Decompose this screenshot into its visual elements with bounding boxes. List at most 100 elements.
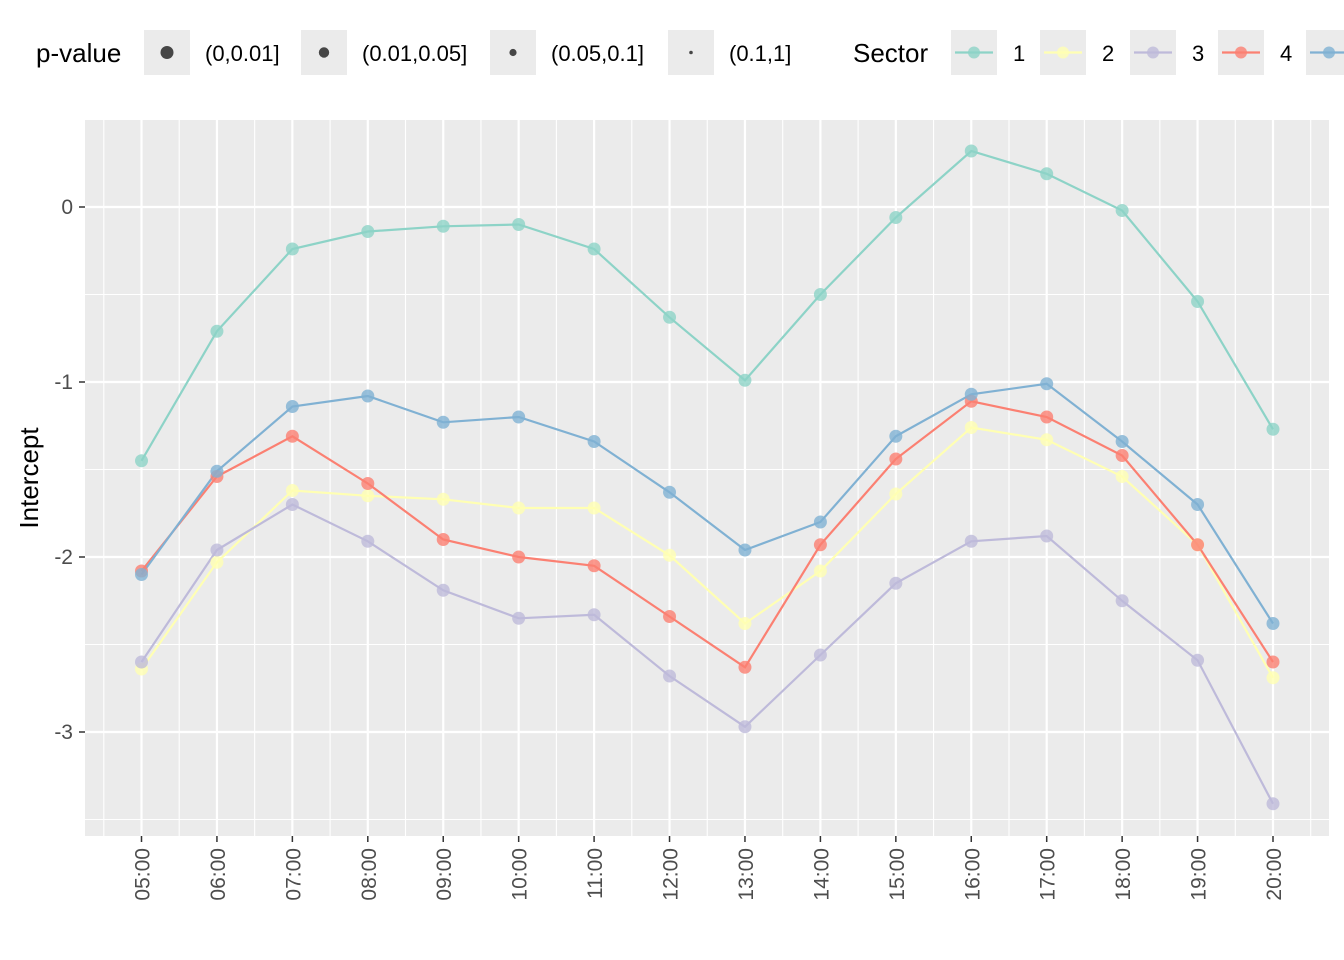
- series-2-point: [285, 484, 299, 497]
- sector-legend-label: 3: [1192, 41, 1204, 66]
- x-tick-label: 13:00: [735, 848, 758, 901]
- series-5-point: [1040, 377, 1054, 391]
- series-3-point: [512, 611, 526, 625]
- series-1-point: [587, 242, 601, 256]
- series-5-point: [964, 387, 978, 401]
- x-tick-label: 08:00: [358, 848, 381, 901]
- series-1-point: [1040, 167, 1054, 181]
- series-3-point: [663, 669, 677, 683]
- sector-legend-dot: [1323, 46, 1335, 59]
- x-tick-label: 18:00: [1112, 848, 1135, 901]
- series-2-point: [512, 501, 526, 515]
- series-5-line: [140, 382, 1274, 625]
- series-5-point: [210, 464, 224, 478]
- series-1-point: [436, 219, 450, 233]
- series-3-point: [436, 583, 450, 597]
- series-2-point: [1115, 470, 1129, 483]
- series-1-point: [361, 225, 375, 238]
- series-2-point: [210, 555, 224, 569]
- y-tick-label: -2: [54, 546, 73, 569]
- series-3-point: [361, 534, 375, 548]
- series-3-point: [210, 543, 224, 557]
- x-tick-label: 14:00: [810, 848, 833, 901]
- series-1-point: [889, 211, 903, 224]
- series-4-point: [436, 533, 450, 546]
- series-1-point: [285, 242, 299, 256]
- x-tick-label: 19:00: [1188, 848, 1211, 901]
- series-5-point: [663, 485, 677, 499]
- pvalue-legend-dot: [318, 47, 330, 58]
- series-5-point: [889, 429, 903, 443]
- series-2-point: [436, 492, 450, 506]
- series-1-point: [135, 454, 148, 468]
- pvalue-legend-dot: [509, 48, 517, 57]
- x-tick-label: 07:00: [282, 848, 305, 901]
- series-4-point: [512, 550, 526, 564]
- sector-legend-dot: [1147, 46, 1159, 59]
- series-2-point: [1040, 433, 1054, 447]
- series-5-point: [135, 568, 148, 581]
- series-2-line: [140, 426, 1274, 679]
- x-tick-label: 16:00: [961, 848, 984, 901]
- series-2-point: [738, 617, 752, 630]
- series-5-point: [1191, 498, 1205, 511]
- pvalue-legend-label: (0.05,0.1]: [551, 41, 644, 66]
- series-1-point: [210, 324, 224, 338]
- series-5-point: [512, 410, 526, 424]
- series-3-line: [140, 503, 1274, 805]
- series-5-point: [1266, 617, 1280, 630]
- series-5-point: [361, 389, 375, 403]
- series-3-point: [1191, 653, 1205, 667]
- series-3-point: [964, 534, 978, 548]
- series-3-point: [813, 648, 827, 662]
- y-tick-label: 0: [61, 196, 73, 219]
- series-5-point: [738, 543, 752, 557]
- sector-legend-title: Sector: [853, 38, 928, 68]
- series-4-point: [889, 452, 903, 466]
- series-3-point: [1266, 797, 1280, 811]
- series-1-point: [1191, 295, 1205, 308]
- sector-legend-dot: [1235, 46, 1247, 59]
- series-2-point: [587, 501, 601, 515]
- y-axis-title: Intercept: [14, 427, 44, 529]
- y-tick-label: -1: [54, 371, 73, 394]
- series-1-point: [512, 218, 526, 231]
- series-4-point: [1115, 449, 1129, 462]
- series-4-point: [738, 660, 752, 674]
- series-5-point: [813, 515, 827, 529]
- series-3-point: [135, 655, 148, 669]
- series-3-point: [738, 720, 752, 734]
- series-5-point: [436, 415, 450, 429]
- series-1-line: [140, 149, 1274, 462]
- series-4-line: [140, 400, 1274, 669]
- series-3-point: [285, 498, 299, 511]
- series-1-point: [813, 288, 827, 301]
- series-4-point: [813, 538, 827, 552]
- series-2-point: [813, 564, 827, 578]
- pvalue-legend-title: p-value: [36, 38, 121, 68]
- series-4-point: [587, 559, 601, 573]
- pvalue-legend-dot: [689, 50, 693, 55]
- sector-legend-dot: [1057, 46, 1069, 59]
- series-2-point: [889, 487, 903, 501]
- series-2-point: [1266, 671, 1280, 685]
- series-1-point: [1266, 422, 1280, 436]
- series-4-point: [1040, 410, 1054, 424]
- series-4-point: [1191, 538, 1205, 552]
- series-4-point: [1266, 655, 1280, 669]
- y-tick-label: -3: [54, 721, 73, 744]
- pvalue-legend-dot: [160, 46, 174, 59]
- series-3-point: [889, 576, 903, 590]
- x-tick-label: 20:00: [1263, 848, 1286, 901]
- series-2-point: [663, 548, 677, 562]
- sector-legend-label: 2: [1102, 41, 1114, 66]
- x-tick-label: 06:00: [207, 848, 230, 901]
- x-tick-label: 05:00: [132, 848, 155, 901]
- series-5-point: [285, 400, 299, 413]
- series-1-point: [1115, 204, 1129, 217]
- x-tick-label: 15:00: [886, 848, 909, 901]
- series-1-point: [663, 310, 677, 324]
- legend: p-value (0,0.01] (0.01,0.05] (0.05,0.1] (0.…: [36, 30, 1344, 75]
- series-2-point: [361, 489, 375, 503]
